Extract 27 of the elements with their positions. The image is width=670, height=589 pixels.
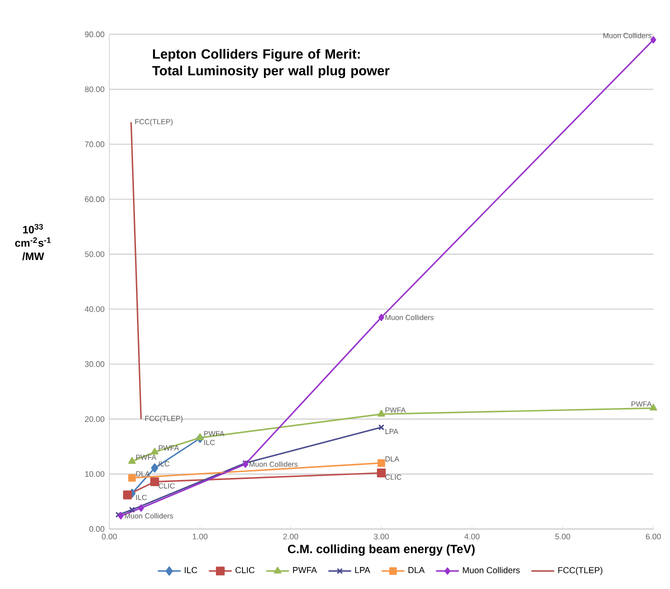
y-tick-label: 10.00 xyxy=(85,471,104,477)
x-tick-label: 5.00 xyxy=(555,534,570,540)
x-tick-label: 0.00 xyxy=(102,534,117,540)
x-tick-label: 3.00 xyxy=(374,534,389,540)
y-tick-label: 0.00 xyxy=(89,526,104,532)
y-tick-label: 30.00 xyxy=(84,361,104,367)
legend-label: Muon Colliders xyxy=(462,566,520,574)
legend-label: PWFA xyxy=(293,567,317,574)
text: Lepton Colliders Figure of Merit: Total Luminosity per wall plug power xyxy=(152,48,390,78)
x-tick-label: 1.00 xyxy=(192,534,208,540)
y-tick-label: 80.00 xyxy=(84,86,104,92)
legend-label: LPA xyxy=(355,567,370,574)
x-axis-title: C.M. colliding beam energy (TeV) xyxy=(288,544,475,556)
y-tick-label: 70.00 xyxy=(85,141,104,148)
legend-label: FCC(TLEP) xyxy=(558,566,602,575)
legend-label: ILC xyxy=(184,567,198,574)
x-tick-label: 6.00 xyxy=(646,534,661,540)
x-tick-label: 2.00 xyxy=(283,534,298,540)
y-tick-label: 40.00 xyxy=(84,306,104,312)
x-tick-label: 4.00 xyxy=(464,534,480,540)
y-tick-label: 60.00 xyxy=(85,196,104,202)
legend-label: DLA xyxy=(408,567,425,574)
legend-label: CLIC xyxy=(236,567,254,574)
y-tick-label: 90.00 xyxy=(84,32,104,38)
text: 10$^{33}$ cm$^{-2}$s$^{-1}$ /MW xyxy=(15,224,51,260)
y-tick-label: 20.00 xyxy=(85,416,104,422)
y-tick-label: 50.00 xyxy=(84,251,104,258)
